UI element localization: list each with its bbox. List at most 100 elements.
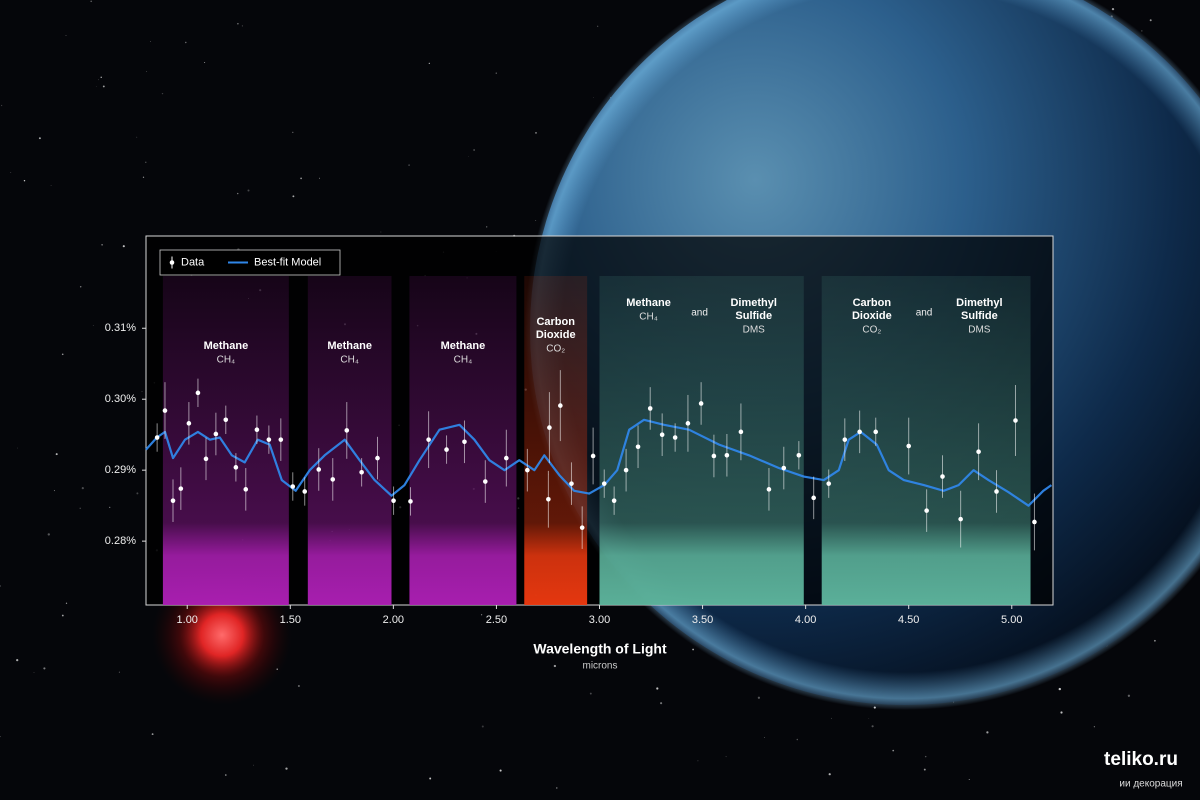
- star: [428, 62, 430, 65]
- y-tick-label: 0.30%: [105, 393, 136, 405]
- absorption-band: [524, 276, 588, 605]
- data-point: [796, 452, 802, 458]
- data-point: [359, 470, 364, 475]
- data-point: [426, 437, 431, 442]
- watermark-subtitle: ии декорация: [1119, 779, 1182, 790]
- band-label: Dimethyl Sulfide: [956, 297, 1002, 322]
- star: [660, 702, 663, 705]
- y-tick-label: 0.28%: [105, 535, 136, 547]
- star: [17, 447, 18, 449]
- star: [95, 86, 97, 87]
- star: [1154, 639, 1156, 642]
- x-tick-label: 2.50: [486, 614, 507, 626]
- absorption-band: [307, 276, 392, 605]
- x-tick-label: 4.00: [795, 614, 816, 626]
- star: [649, 654, 651, 656]
- absorption-band: [599, 276, 804, 605]
- star: [486, 226, 488, 228]
- star: [1060, 711, 1063, 714]
- star: [61, 614, 64, 617]
- watermark-title: teliko.ru: [1104, 749, 1178, 770]
- star: [656, 687, 659, 690]
- data-point: [958, 516, 963, 522]
- data-point: [162, 408, 168, 413]
- star: [106, 329, 107, 330]
- data-point: [186, 421, 192, 426]
- star: [868, 718, 870, 719]
- star: [592, 97, 594, 98]
- data-point: [711, 453, 717, 459]
- band-label: Methane: [441, 340, 486, 352]
- data-point: [842, 437, 848, 442]
- star: [0, 585, 1, 587]
- legend-box: [159, 249, 341, 276]
- data-point: [213, 431, 219, 437]
- band-label: Methane: [204, 340, 249, 352]
- band-formula: CO₂: [862, 325, 881, 336]
- data-point: [266, 437, 272, 442]
- star: [224, 774, 227, 776]
- data-point: [781, 465, 787, 471]
- star: [319, 177, 320, 179]
- star: [237, 23, 239, 25]
- star: [10, 172, 12, 173]
- star: [473, 149, 475, 151]
- data-point: [976, 449, 981, 455]
- data-point: [203, 456, 209, 462]
- band-formula: CH₄: [217, 355, 236, 366]
- data-point: [611, 498, 617, 503]
- star: [828, 773, 831, 776]
- star: [1127, 694, 1131, 697]
- data-point: [579, 525, 585, 530]
- data-point: [483, 479, 488, 484]
- star: [480, 614, 483, 616]
- star: [495, 72, 497, 74]
- legend-swatch: [169, 260, 175, 265]
- data-point: [724, 452, 730, 458]
- x-tick-label: 5.00: [1001, 614, 1022, 626]
- data-point: [623, 467, 629, 473]
- star: [556, 787, 558, 789]
- star: [122, 245, 125, 248]
- star: [43, 667, 46, 670]
- star: [23, 179, 26, 182]
- data-point: [233, 465, 239, 470]
- band-joiner: and: [916, 308, 933, 319]
- data-point: [685, 421, 691, 426]
- star: [33, 672, 35, 673]
- data-point: [170, 498, 176, 503]
- star: [247, 189, 250, 192]
- star: [16, 658, 19, 662]
- star: [292, 131, 294, 134]
- star: [292, 195, 295, 198]
- star: [1093, 726, 1096, 728]
- band-formula: DMS: [743, 325, 766, 336]
- data-point: [1013, 418, 1018, 423]
- band-label: Carbon Dioxide: [536, 316, 576, 341]
- star: [61, 353, 64, 356]
- data-point: [1032, 519, 1037, 525]
- star: [92, 324, 94, 326]
- data-point: [857, 429, 862, 435]
- data-point: [444, 447, 449, 452]
- star: [136, 136, 138, 138]
- star: [924, 755, 927, 758]
- absorption-band: [821, 276, 1031, 605]
- legend-label: Data: [181, 256, 205, 268]
- y-tick-label: 0.29%: [105, 464, 136, 476]
- data-point: [924, 508, 929, 513]
- star: [0, 736, 1, 738]
- star: [65, 35, 67, 36]
- star: [90, 0, 93, 3]
- star: [47, 533, 50, 536]
- star: [101, 243, 103, 246]
- data-point: [738, 429, 744, 435]
- data-point: [391, 498, 396, 503]
- star: [300, 177, 302, 180]
- star: [141, 391, 143, 392]
- star: [204, 61, 206, 64]
- data-point: [243, 487, 249, 492]
- data-point: [826, 481, 832, 486]
- star: [535, 220, 537, 221]
- data-point: [547, 425, 552, 430]
